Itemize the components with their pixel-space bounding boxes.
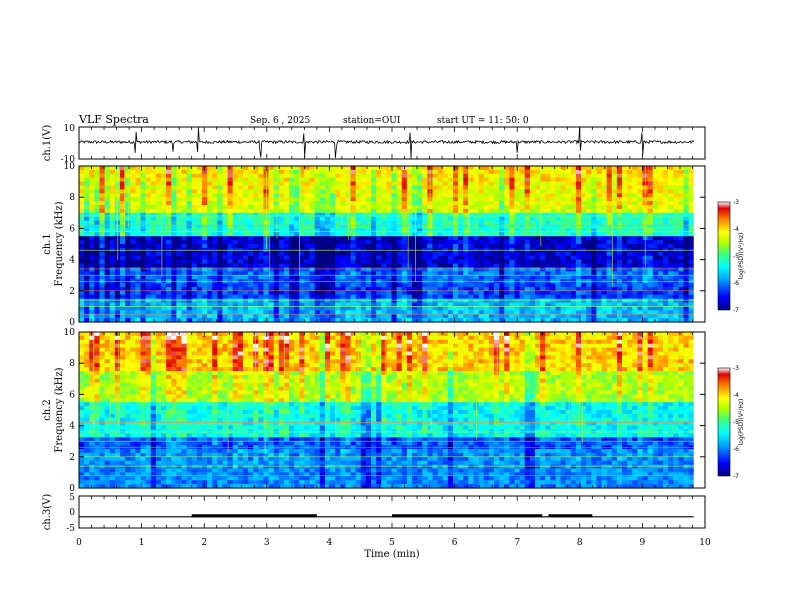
- ch3-ytick-middle: 0: [69, 508, 75, 518]
- ch1-spectrogram-ylabel-channel: ch.1: [42, 233, 53, 255]
- ch1-spectrogram-ylabel-frequency: Frequency (kHz): [54, 201, 65, 286]
- ch2-spectrogram-panel: 0 2 4 6 8 10 ch.2 Frequency (kHz): [42, 328, 706, 494]
- x-tick-label: 6: [452, 538, 458, 548]
- frequency-tick-label: 0: [69, 484, 75, 494]
- ch1-spectrogram-panel: 0 2 4 6 8 10 ch.1 Frequency (kHz): [42, 162, 706, 328]
- frequency-tick-label: 10: [64, 328, 76, 338]
- ch1-trace: [78, 126, 695, 159]
- colorbar-tick-label: -6: [733, 280, 739, 287]
- ch1-waveform-panel: 10 -10 ch.1(V): [42, 124, 706, 165]
- colorbar-gradient: [717, 201, 731, 311]
- x-tick-marks: [78, 127, 706, 528]
- ch2-spectrogram-ylabel-channel: ch.2: [42, 399, 53, 421]
- x-tick-label: 8: [577, 538, 583, 548]
- colorbar-tick-label: -3: [733, 199, 739, 206]
- x-tick-labels: 0 1 2 3 4 5 6 7 8 9 10: [76, 538, 711, 548]
- ch3-waveform-panel: 5 0 -5 ch.3(V): [42, 493, 706, 534]
- ch1-ytick-top: 10: [64, 124, 76, 134]
- x-tick-label: 5: [389, 538, 395, 548]
- ch2-spectrogram-heatmap: [79, 332, 705, 489]
- x-tick-label: 9: [640, 538, 646, 548]
- x-tick-label: 4: [327, 538, 333, 548]
- colorbar-tick-label: -6: [733, 446, 739, 453]
- colorbar-label: log(PSD)(V²/Hz): [738, 399, 745, 446]
- x-tick-label: 7: [514, 538, 520, 548]
- x-tick-label: 10: [699, 538, 711, 548]
- colorbar-tick-label: -5: [733, 253, 739, 260]
- frequency-tick-label: 8: [69, 359, 75, 369]
- x-tick-label: 0: [76, 538, 82, 548]
- colorbar-tick-label: -7: [733, 307, 739, 314]
- ch1-spectrogram-yticks: 0 2 4 6 8 10: [64, 162, 705, 328]
- x-axis-label: Time (min): [364, 549, 419, 560]
- colorbar-tick-label: -5: [733, 419, 739, 426]
- frequency-tick-label: 10: [64, 162, 76, 172]
- frequency-tick-label: 2: [69, 287, 75, 297]
- frequency-tick-label: 2: [69, 453, 75, 463]
- figure-title: VLF Spectra: [78, 113, 149, 126]
- frequency-tick-label: 0: [69, 318, 75, 328]
- colorbar-gradient: [717, 367, 731, 477]
- ch2-spectrogram-yticks: 0 2 4 6 8 10: [64, 328, 705, 494]
- ch2-spectrogram-ylabel-frequency: Frequency (kHz): [54, 367, 65, 452]
- colorbar-tick-label: -4: [733, 392, 739, 399]
- colorbar-tick-label: -7: [733, 473, 739, 480]
- header-date: Sep. 6 , 2025: [250, 116, 310, 126]
- frequency-tick-label: 6: [69, 390, 75, 400]
- frequency-tick-label: 4: [69, 422, 75, 432]
- ch2-colorbar: -3 -4 -5 -6 -7 log(PSD)(V²/Hz): [717, 365, 745, 480]
- frequency-tick-label: 4: [69, 256, 75, 266]
- colorbar-tick-label: -4: [733, 226, 739, 233]
- ch3-waveform-frame: [78, 495, 706, 529]
- x-tick-label: 2: [201, 538, 207, 548]
- frequency-tick-label: 6: [69, 224, 75, 234]
- ch1-ytick-bottom: -10: [61, 155, 76, 165]
- header-start-time: start UT = 11: 50: 0: [437, 116, 529, 126]
- ch1-spectrogram-heatmap: [79, 166, 705, 323]
- x-tick-label: 3: [264, 538, 270, 548]
- ch1-ylabel: ch.1(V): [42, 125, 53, 162]
- ch3-ytick-bottom: -5: [66, 524, 75, 534]
- x-tick-label: 1: [139, 538, 145, 548]
- header-station: station=OUI: [343, 116, 401, 126]
- ch3-ytick-top: 5: [69, 493, 75, 503]
- colorbar-label: log(PSD)(V²/Hz): [738, 233, 745, 280]
- ch3-trace: [79, 514, 694, 518]
- ch1-colorbar: -3 -4 -5 -6 -7 log(PSD)(V²/Hz): [717, 199, 745, 314]
- frequency-tick-label: 8: [69, 193, 75, 203]
- ch3-ylabel: ch.3(V): [42, 494, 53, 531]
- colorbar-tick-label: -3: [733, 365, 739, 372]
